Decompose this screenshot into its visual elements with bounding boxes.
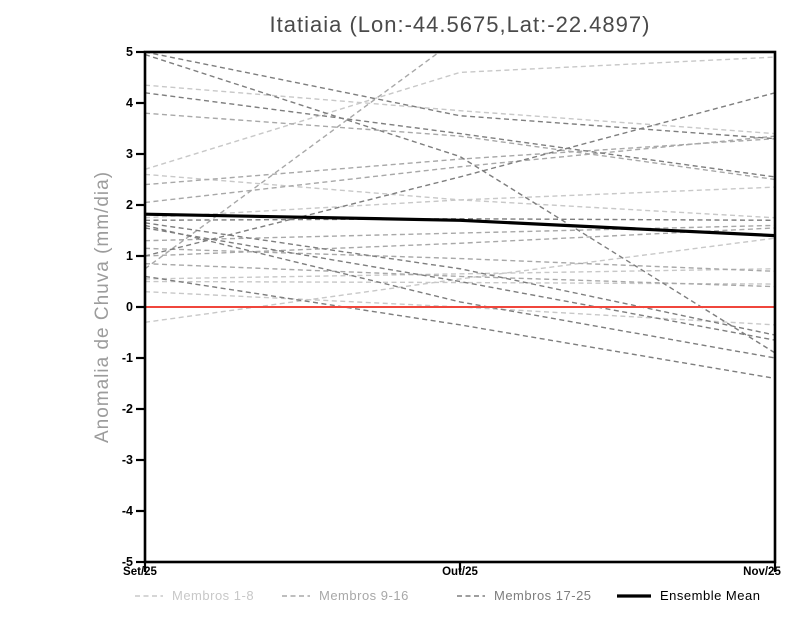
- y-tick-label: 3: [126, 147, 133, 161]
- solid-line-swatch-icon: [617, 593, 651, 598]
- member-line: [145, 262, 775, 288]
- dashed-line-swatch-icon: [282, 594, 310, 597]
- x-tick-label: Set/25: [123, 566, 157, 578]
- y-tick-label: 1: [126, 249, 133, 263]
- member-line: [145, 280, 775, 285]
- y-tick-label: -3: [122, 453, 133, 467]
- dashed-line-swatch-icon: [135, 594, 163, 597]
- chart-title: Itatiaia (Lon:-44.5675,Lat:-22.4897): [269, 12, 651, 37]
- legend: Membros 1-8 Membros 9-16 Membros 17-25 E…: [0, 588, 800, 610]
- legend-label: Ensemble Mean: [660, 588, 761, 603]
- member-line: [145, 173, 775, 219]
- legend-item-ensemble-mean: Ensemble Mean: [616, 588, 760, 603]
- member-line: [145, 56, 775, 170]
- legend-item-membros-1-8: Membros 1-8: [134, 588, 254, 603]
- y-tick-label: -5: [122, 555, 133, 569]
- legend-label: Membros 17-25: [494, 588, 592, 603]
- y-tick-label: -2: [122, 402, 133, 416]
- member-line: [145, 52, 775, 140]
- member-line: [145, 224, 775, 359]
- legend-label: Membros 9-16: [319, 588, 409, 603]
- y-tick-label: 0: [126, 300, 133, 314]
- legend-item-membros-9-16: Membros 9-16: [281, 588, 409, 603]
- y-tick-label: 4: [126, 96, 133, 110]
- member-line: [145, 84, 775, 135]
- member-line: [145, 268, 775, 280]
- member-line: [145, 138, 775, 186]
- y-tick-label: 5: [126, 45, 133, 59]
- member-line: [145, 186, 775, 219]
- y-tick-label: -1: [122, 351, 133, 365]
- member-line: [145, 227, 775, 257]
- member-line: [145, 52, 441, 270]
- member-line: [145, 291, 775, 326]
- member-line: [145, 227, 775, 341]
- x-tick-label: Out/25: [442, 566, 478, 578]
- y-tick-label: -4: [122, 504, 133, 518]
- legend-item-membros-17-25: Membros 17-25: [456, 588, 592, 603]
- y-tick-label: 2: [126, 198, 133, 212]
- member-line: [145, 275, 775, 380]
- member-line: [145, 92, 775, 178]
- member-line: [145, 135, 775, 204]
- member-line: [145, 222, 775, 336]
- member-line: [145, 53, 775, 354]
- legend-label: Membros 1-8: [172, 588, 255, 603]
- member-line: [145, 92, 775, 257]
- dashed-line-swatch-icon: [457, 594, 485, 597]
- ensemble-mean-line: [145, 212, 775, 238]
- x-tick-label: Nov/25: [743, 566, 781, 578]
- member-line: [145, 112, 775, 181]
